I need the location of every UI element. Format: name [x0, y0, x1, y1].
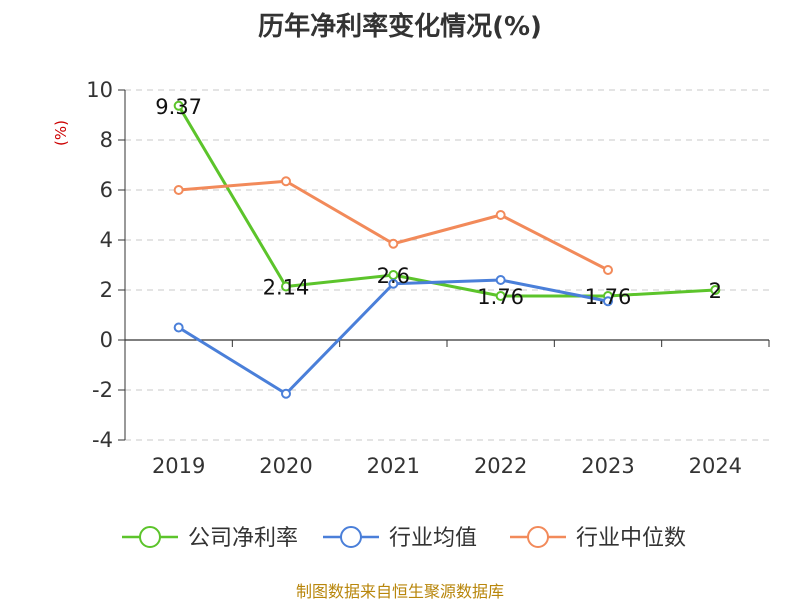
legend-marker	[340, 526, 362, 548]
series-1-point	[710, 285, 721, 295]
data-label: 9.37	[155, 95, 202, 119]
series-1-point	[173, 100, 184, 111]
legend: 公司净利率 行业均值 行业中位数	[122, 526, 686, 551]
legend-label: 公司净利率	[188, 526, 298, 551]
y-tick-label: 2	[100, 278, 113, 302]
legend-marker	[527, 526, 549, 548]
y-tick-label: -4	[92, 428, 113, 452]
y-tick-label: -2	[92, 378, 113, 402]
x-tick-label: 2019	[152, 454, 205, 478]
series-3-point	[495, 210, 506, 220]
y-tick-label: 6	[100, 178, 113, 202]
y-tick-label: 4	[100, 228, 113, 252]
data-label: 1.76	[585, 285, 632, 309]
series-1-point	[281, 281, 291, 292]
series-2-point	[495, 275, 506, 285]
series-2-point	[173, 322, 184, 333]
y-tick-label: 8	[100, 128, 113, 152]
data-source-note: 制图数据来自恒生聚源数据库	[295, 582, 504, 601]
series-1-point	[495, 291, 506, 301]
series-line-1	[177, 104, 716, 298]
gridlines	[125, 89, 769, 441]
chart-title: 历年净利率变化情况(%)	[258, 12, 542, 42]
data-label: 2.6	[377, 264, 410, 288]
x-tick-label: 2023	[581, 454, 634, 478]
series-3-point	[173, 185, 184, 195]
series-2-point	[281, 388, 291, 399]
series-line-3	[178, 179, 609, 272]
series-3-point	[388, 238, 399, 249]
series-layer	[173, 100, 721, 399]
series-2-point	[603, 296, 613, 307]
data-label: 2.14	[263, 276, 310, 300]
data-labels: 9.37 2.14 2.6 1.76 1.76 2	[155, 95, 722, 309]
series-3-point	[603, 265, 613, 275]
series-2-point	[388, 278, 399, 289]
legend-label: 行业中位数	[576, 526, 686, 551]
legend-marker	[139, 526, 161, 548]
data-label: 1.76	[477, 285, 524, 309]
y-tick-label: 0	[100, 328, 113, 352]
legend-label: 行业均值	[389, 526, 477, 551]
axes: -4 -2 0 2 4 6 8 10 2019 2020 2021 2022 2023 2024	[86, 78, 770, 478]
data-label: 2	[709, 279, 722, 303]
x-tick-label: 2020	[259, 454, 312, 478]
series-3-point	[281, 176, 291, 187]
x-tick-label: 2024	[689, 454, 742, 478]
y-tick-label: 10	[86, 78, 113, 102]
x-tick-label: 2022	[474, 454, 527, 478]
x-tick-label: 2021	[367, 454, 420, 478]
